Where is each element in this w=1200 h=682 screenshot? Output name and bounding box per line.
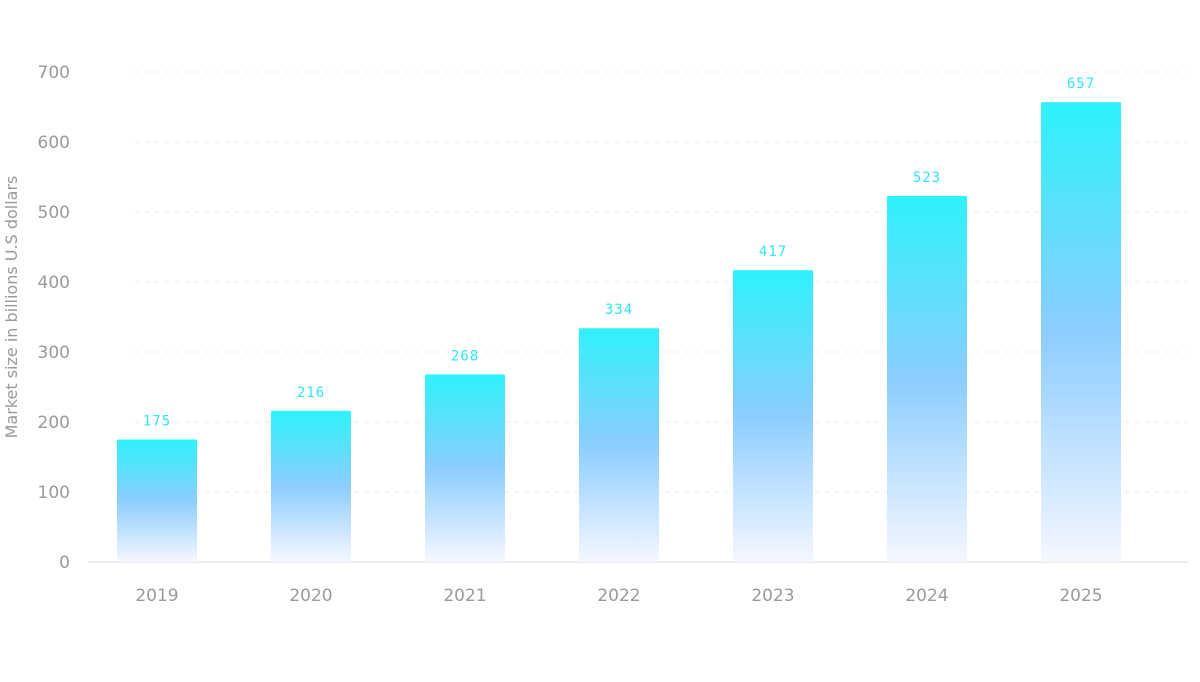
bar-2023	[733, 270, 813, 562]
x-tick-label-2019: 2019	[135, 586, 178, 606]
y-axis-ticks: 0 100 200 300 400 500 600 700	[38, 63, 70, 573]
y-tick-label: 300	[38, 343, 70, 363]
x-tick-label-2021: 2021	[443, 586, 486, 606]
value-label-2021: 268	[451, 348, 479, 364]
y-tick-label: 400	[38, 273, 70, 293]
value-label-2025: 657	[1067, 76, 1095, 92]
value-label-2022: 334	[605, 302, 633, 318]
x-axis-ticks: 2019 2020 2021 2022 2023 2024 2025	[135, 586, 1102, 606]
bar-2024	[887, 195, 967, 562]
bar-2019	[117, 439, 197, 562]
bar-2020	[271, 410, 351, 562]
value-label-2019: 175	[143, 414, 171, 430]
y-axis-title: Market size in billions U.S dollars	[2, 176, 21, 439]
y-tick-label: 600	[38, 133, 70, 153]
x-tick-label-2022: 2022	[597, 586, 640, 606]
value-label-2024: 523	[913, 170, 941, 186]
y-tick-label: 200	[38, 413, 70, 433]
x-tick-label-2024: 2024	[905, 586, 948, 606]
x-tick-label-2020: 2020	[289, 586, 332, 606]
value-label-2020: 216	[297, 385, 325, 401]
bars	[117, 102, 1121, 562]
y-tick-label: 500	[38, 203, 70, 223]
x-tick-label-2023: 2023	[751, 586, 794, 606]
bar-value-labels: 175 216 268 334 417 523 657	[143, 76, 1095, 430]
bar-2022	[579, 328, 659, 562]
value-label-2023: 417	[759, 244, 787, 260]
bar-2025	[1041, 102, 1121, 562]
y-tick-label: 700	[38, 63, 70, 83]
x-tick-label-2025: 2025	[1059, 586, 1102, 606]
y-tick-label: 100	[38, 483, 70, 503]
bar-2021	[425, 374, 505, 562]
y-tick-label: 0	[59, 553, 70, 573]
